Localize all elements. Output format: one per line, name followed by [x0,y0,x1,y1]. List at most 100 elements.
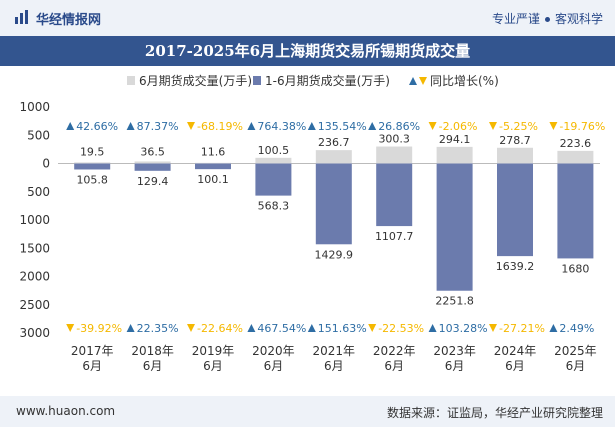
bar-monthly-label: 278.7 [499,134,531,147]
y-axis: 1000 500 0 500 1000 1500 2000 2500 3000 [19,100,50,340]
growth-label: -22.53% [378,322,424,335]
bar-monthly-label: 294.1 [439,133,471,146]
bar-monthly [195,162,231,164]
bar-cumulative [436,163,473,291]
y-tick-label: 1000 [19,100,50,114]
y-tick-label: 2500 [19,298,50,312]
footer: www.huaon.com 数据来源：证监局，华经产业研究院整理 [0,396,615,427]
bar-monthly [315,150,352,164]
x-tick-label: 2023年 [433,344,476,358]
bar-monthly-label: 11.6 [201,146,226,159]
growth-up-triangle-icon [66,122,75,130]
slogan-dot [544,17,550,22]
bar-monthly-label: 236.7 [318,136,350,149]
x-tick-label: 6月 [566,359,586,373]
growth-label: -39.92% [76,322,122,335]
bar-monthly [134,161,171,164]
legend-swatch-monthly [127,76,135,85]
growth-label: 764.38% [257,120,306,133]
y-tick-label: 500 [27,185,50,199]
growth-down-triangle-icon [489,122,497,130]
x-tick-label: 6月 [324,359,344,373]
growth-up-triangle-icon [126,122,135,130]
legend-label-monthly: 6月期货成交量(万手) [139,73,252,88]
growth-down-triangle-icon [428,122,437,130]
growth-up-triangle-icon [247,122,256,130]
slogan-right: 客观科学 [554,12,603,26]
growth-label: -2.06% [439,120,478,133]
legend-label-cumulative: 1-6月期货成交量(万手) [265,73,390,88]
bar-monthly-label: 300.3 [378,133,410,146]
footer-url: www.huaon.com [16,404,116,418]
growth-label: 135.54% [318,120,367,133]
bar-cumulative-label: 1107.7 [375,230,414,243]
y-tick-label: 3000 [19,326,50,340]
growth-label: 42.66% [76,120,118,133]
bar-monthly-label: 19.5 [80,146,105,159]
growth-up-triangle-icon [307,324,316,332]
chart: 6月期货成交量(万手) 1-6月期货成交量(万手) 同比增长(%) 1000 50… [19,73,605,373]
growth-up-triangle-icon [247,324,256,332]
x-tick-label: 6月 [445,359,465,373]
y-tick-label: 1000 [19,213,50,227]
y-tick-label: 500 [27,128,50,142]
bar-cumulative-label: 1639.2 [496,260,535,273]
growth-label: -5.25% [499,120,538,133]
growth-label: -19.76% [559,120,605,133]
x-tick-label: 6月 [505,359,525,373]
bar-monthly [436,146,473,164]
bar-monthly-label: 223.6 [560,137,592,150]
x-tick-label: 2018年 [131,344,174,358]
x-tick-label: 2019年 [192,344,235,358]
x-tick-label: 6月 [143,359,163,373]
x-axis: 2017年6月2018年6月2019年6月2020年6月2021年6月2022年… [71,344,597,373]
slogan-left: 专业严谨 [491,12,540,26]
y-tick-label: 2000 [19,270,50,284]
bar-cumulative [255,163,292,196]
growth-label: 87.37% [137,120,179,133]
growth-up-triangle-icon [307,122,316,130]
growth-label: 26.86% [378,120,420,133]
growth-down-triangle-icon [368,324,377,332]
bar-monthly [497,147,533,164]
growth-label: -22.64% [197,322,243,335]
bar-cumulative-label: 2251.8 [435,295,474,308]
legend-swatch-cumulative [253,76,261,85]
x-tick-label: 2025年 [554,344,597,358]
x-tick-label: 6月 [264,359,284,373]
growth-up-triangle-icon [126,324,135,332]
bar-cumulative [557,163,594,259]
growth-down-triangle-icon [187,122,195,130]
legend-tri-down-icon [419,77,427,85]
bar-monthly-label: 36.5 [140,146,165,159]
growth-up-triangle-icon [549,324,558,332]
bar-cumulative-label: 568.3 [258,200,290,213]
bar-monthly [255,157,292,164]
y-tick-label: 1500 [19,241,50,255]
growth-label: 2.49% [559,322,594,335]
bar-cumulative-label: 1429.9 [315,248,354,261]
footer-source: 数据来源：证监局，华经产业研究院整理 [386,406,603,420]
slogan: 专业严谨 客观科学 [492,10,603,27]
bar-cumulative [195,163,231,170]
bar-monthly [557,150,594,164]
bar-cumulative-label: 129.4 [137,175,169,188]
x-tick-label: 6月 [82,359,102,373]
x-tick-label: 2020年 [252,344,295,358]
growth-label: -68.19% [197,120,243,133]
bar-monthly [74,162,111,164]
growth-down-triangle-icon [66,324,75,332]
bar-cumulative [74,163,111,170]
x-tick-label: 2017年 [71,344,114,358]
growth-down-triangle-icon [187,324,195,332]
x-tick-label: 2021年 [313,344,356,358]
y-tick-label: 0 [42,157,50,171]
brand-name: 华经情报网 [36,13,102,28]
growth-up-triangle-icon [368,122,377,130]
bar-cumulative [497,163,533,257]
growth-labels: 42.66% -39.92% 87.37% 22.35% -68.19% -22.64% 7… [66,120,605,335]
x-tick-label: 6月 [384,359,404,373]
bar-monthly-label: 100.5 [258,144,290,157]
top-bar: 华经情报网 专业严谨 客观科学 [0,0,615,36]
